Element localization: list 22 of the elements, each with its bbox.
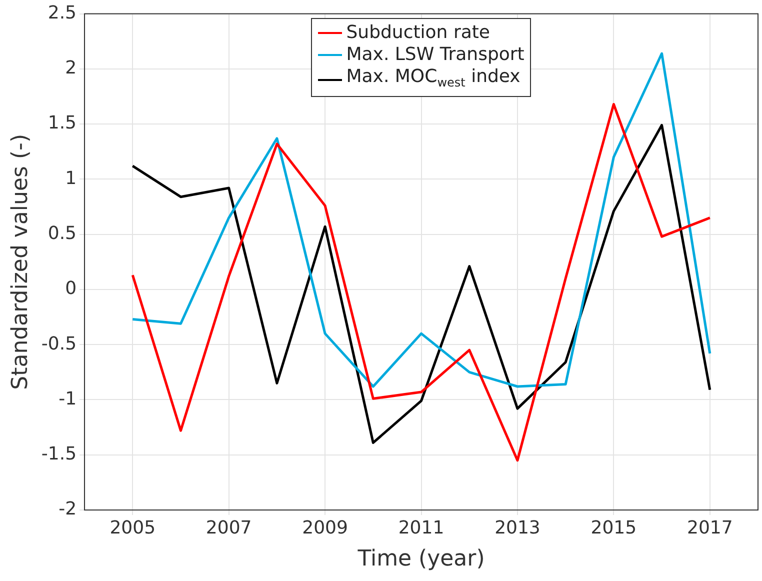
- legend-label: Max. MOC$_{west}$ index: [346, 66, 520, 92]
- y-tick-label: 1: [65, 168, 77, 189]
- y-tick-label: -1: [58, 388, 77, 410]
- y-tick-label: -1.5: [41, 444, 77, 465]
- x-tick-label: 2011: [398, 517, 444, 538]
- y-tick-label: 1.5: [48, 112, 77, 134]
- x-tick-label: 2007: [206, 517, 252, 538]
- x-axis-title: Time (year): [356, 546, 485, 572]
- y-tick-label: 0.5: [48, 223, 77, 244]
- y-axis-title: Standardized values (-): [8, 134, 33, 390]
- x-tick-label: 2015: [590, 517, 637, 538]
- x-tick-label: 2009: [302, 517, 348, 538]
- x-tick-label: 2005: [110, 517, 156, 538]
- y-tick-label: -0.5: [41, 333, 77, 354]
- y-tick-label: 2.5: [48, 2, 77, 24]
- legend-label: Max. LSW Transport: [346, 44, 524, 66]
- y-tick-label: 2: [65, 58, 77, 79]
- x-tick-label: 2017: [686, 517, 733, 538]
- y-tick-label: -2: [58, 498, 77, 520]
- x-tick-label: 2013: [494, 517, 540, 538]
- legend-label: Subduction rate: [346, 22, 490, 44]
- y-tick-label: 0: [65, 278, 77, 300]
